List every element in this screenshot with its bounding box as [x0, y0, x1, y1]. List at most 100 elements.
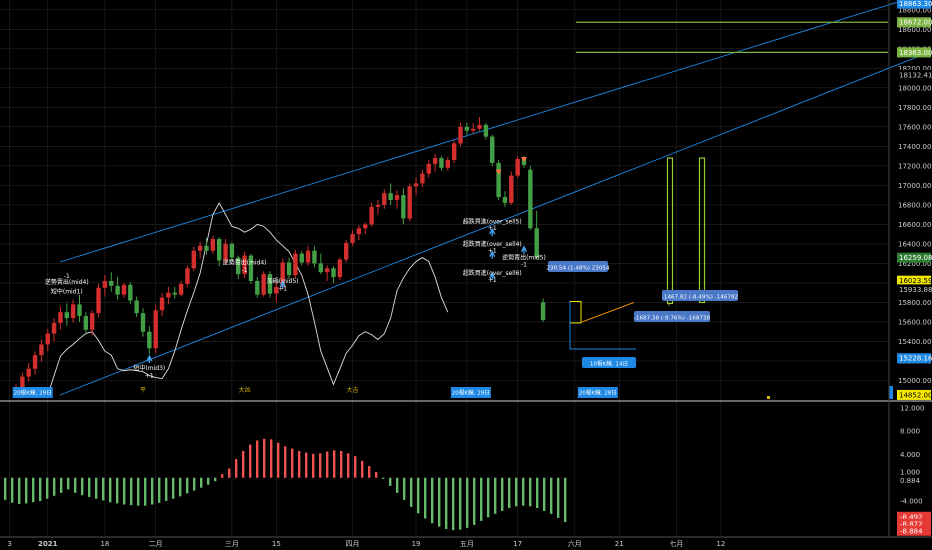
price-tag[interactable]: 15933.88: [897, 284, 932, 295]
candle-body[interactable]: [223, 243, 228, 261]
candle-body[interactable]: [159, 297, 165, 311]
candle-body[interactable]: [58, 312, 63, 323]
candle-body[interactable]: [375, 204, 381, 207]
candle-body[interactable]: [445, 160, 450, 168]
candle-body[interactable]: [96, 287, 101, 314]
price-axis[interactable]: 18800.0018600.0018400.0018200.0018000.00…: [888, 0, 932, 537]
candle-body[interactable]: [305, 250, 311, 263]
candle-body[interactable]: [26, 368, 31, 377]
candle-body[interactable]: [439, 158, 444, 168]
bar-count-marker[interactable]: 20根K線, 28日: [577, 387, 618, 398]
candle-body[interactable]: [464, 126, 470, 131]
candle-body[interactable]: [451, 143, 457, 160]
candle-body[interactable]: [153, 310, 158, 349]
candle-body[interactable]: [432, 158, 438, 164]
candle-body[interactable]: [299, 253, 304, 263]
candle-body[interactable]: [337, 259, 343, 278]
oscillator-value-tag[interactable]: -8.872: [897, 518, 931, 529]
oscillator-value-tag[interactable]: 1.000: [897, 466, 931, 477]
candle-body[interactable]: [242, 255, 247, 275]
candle-body[interactable]: [407, 186, 412, 219]
candle-body[interactable]: [350, 234, 355, 243]
candle-body[interactable]: [51, 322, 57, 334]
candle-body[interactable]: [426, 163, 431, 174]
candle-body[interactable]: [356, 228, 362, 235]
candle-body[interactable]: [255, 280, 260, 295]
candle-body[interactable]: [312, 250, 317, 264]
candle-body[interactable]: [32, 355, 38, 369]
candle-body[interactable]: [318, 263, 323, 273]
candle-body[interactable]: [382, 193, 387, 205]
candle-body[interactable]: [496, 162, 501, 198]
candle-body[interactable]: [178, 283, 184, 295]
projection-bar[interactable]: [698, 157, 706, 304]
candle-body[interactable]: [140, 313, 146, 332]
candle-body[interactable]: [267, 274, 273, 294]
candle-body[interactable]: [274, 286, 279, 294]
bar-count-marker[interactable]: 20根K線, 29日: [12, 387, 53, 398]
candle-body[interactable]: [483, 124, 489, 137]
candle-body[interactable]: [166, 292, 171, 298]
candle-body[interactable]: [420, 173, 425, 184]
oscillator-value-tag[interactable]: 0.884: [897, 475, 931, 486]
candle-body[interactable]: [286, 262, 292, 276]
candle-body[interactable]: [217, 239, 222, 261]
candle-body[interactable]: [528, 169, 533, 229]
channel-lower-line[interactable]: [59, 51, 931, 396]
indicator-line[interactable]: [47, 201, 449, 396]
candle-body[interactable]: [458, 126, 463, 144]
candle-body[interactable]: [102, 280, 108, 288]
candle-body[interactable]: [471, 128, 476, 131]
candle-body[interactable]: [248, 255, 254, 281]
measurement-label[interactable]: 230.54 (1.48%) 23054: [546, 261, 610, 272]
candle-body[interactable]: [191, 250, 196, 269]
candle-body[interactable]: [477, 124, 482, 129]
price-tag[interactable]: 15228.16: [897, 353, 932, 364]
candle-body[interactable]: [293, 253, 298, 276]
candle-body[interactable]: [185, 268, 190, 284]
candle-body[interactable]: [261, 274, 266, 295]
price-tag[interactable]: 16023.59: [897, 275, 932, 286]
channel-upper-line[interactable]: [59, 0, 930, 263]
candle-body[interactable]: [236, 257, 241, 275]
candle-body[interactable]: [388, 193, 393, 200]
candle-body[interactable]: [64, 312, 69, 319]
candle-body[interactable]: [363, 224, 368, 229]
candle-body[interactable]: [515, 159, 520, 176]
trend-line[interactable]: [581, 302, 635, 323]
candle-body[interactable]: [369, 206, 374, 225]
candle-body[interactable]: [490, 136, 495, 163]
measurement-label[interactable]: 10根K線, 14日: [582, 357, 636, 368]
candle-body[interactable]: [394, 195, 400, 200]
measurement-label[interactable]: -1467.82 (-8.49%) -146782: [662, 290, 738, 301]
candle-body[interactable]: [147, 331, 152, 349]
candle-body[interactable]: [331, 268, 336, 278]
candle-body[interactable]: [280, 262, 285, 287]
candle-body[interactable]: [204, 245, 209, 251]
candle-body[interactable]: [344, 242, 349, 260]
price-tag[interactable]: 18363.00: [897, 47, 932, 58]
price-tag[interactable]: 18863.30: [897, 0, 932, 9]
price-tag[interactable]: 18132.41: [897, 69, 932, 80]
candle-body[interactable]: [210, 239, 216, 251]
oscillator-value-tag[interactable]: -8.884: [897, 525, 931, 536]
bar-count-marker[interactable]: 20根K線, 29日: [450, 387, 491, 398]
candle-body[interactable]: [401, 195, 406, 219]
candle-body[interactable]: [413, 183, 419, 187]
candle-body[interactable]: [134, 300, 139, 314]
candle-body[interactable]: [540, 302, 546, 320]
candle-body[interactable]: [83, 316, 89, 330]
oscillator-pane[interactable]: [4, 438, 567, 531]
candle-body[interactable]: [502, 197, 508, 203]
measurement-label[interactable]: -1687.38 (-9.76%) -168738: [634, 311, 711, 322]
candle-body[interactable]: [324, 268, 330, 273]
price-pane[interactable]: -1逆勢賣出(mid4)短中(mid1)逆勢賣出(mid4)-1加碼(mid5)…: [12, 0, 931, 399]
candle-body[interactable]: [197, 245, 203, 251]
candle-body[interactable]: [172, 292, 177, 295]
candle-body[interactable]: [20, 376, 25, 388]
scroll-marker[interactable]: [889, 386, 893, 399]
candle-body[interactable]: [90, 313, 95, 330]
candle-body[interactable]: [39, 344, 44, 356]
oscillator-value-tag[interactable]: -8.492: [897, 511, 931, 522]
